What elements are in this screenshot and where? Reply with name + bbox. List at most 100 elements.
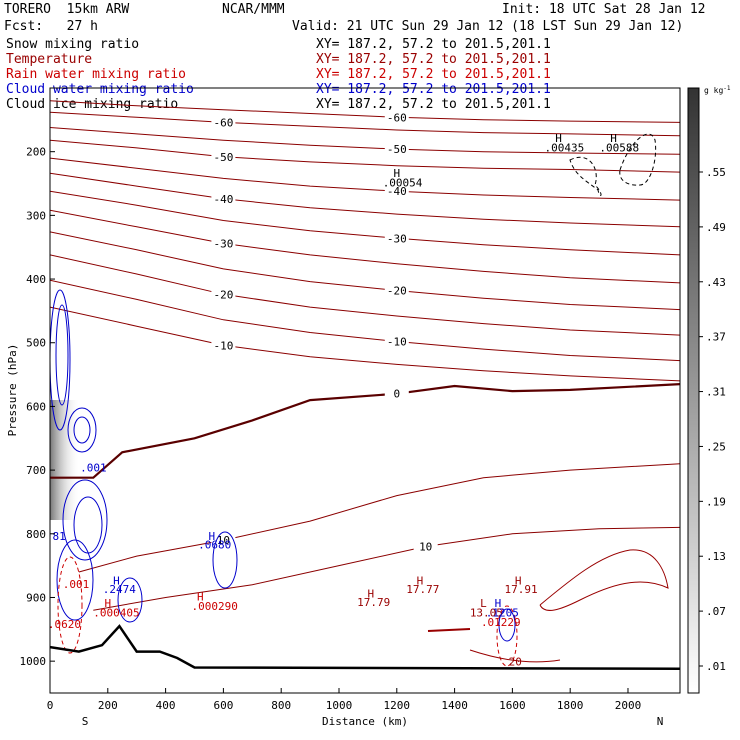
- x-tick-label: 0: [47, 699, 54, 712]
- temperature-contour: [78, 463, 680, 573]
- rain-contour: [496, 605, 518, 667]
- contour-annotation: .000290: [192, 600, 238, 613]
- x-end-right-label: N: [657, 715, 664, 728]
- contour-annotation: H: [113, 575, 120, 588]
- temperature-contour: [50, 127, 680, 155]
- contour-annotation: .1205: [486, 607, 519, 620]
- temperature-contour: [50, 111, 680, 137]
- field-rain-label: Rain water mixing ratio: [6, 67, 187, 82]
- xy-line-cloudice: XY= 187.2, 57.2 to 201.5,201.1: [316, 97, 551, 112]
- colorbar-tick-label: .31: [706, 386, 726, 399]
- warm-contour-low: [469, 649, 561, 663]
- colorbar-tick-label: .55: [706, 166, 726, 179]
- y-tick-label: 1000: [20, 655, 47, 668]
- temperature-contour-label: -40: [387, 185, 407, 198]
- colorbar-tick-label: .49: [706, 221, 726, 234]
- contour-annotation: H: [104, 597, 111, 610]
- contour-annotation: .00435: [545, 142, 585, 155]
- temperature-contour: [50, 279, 680, 362]
- contour-annotation: H: [393, 167, 400, 180]
- x-tick-label: 400: [156, 699, 176, 712]
- cloud-water-contour: [73, 496, 103, 554]
- rain-contour: [57, 556, 83, 654]
- header-model: TORERO 15km ARW: [4, 2, 130, 17]
- temperature-contour-label: -60: [213, 116, 233, 129]
- annotation-layer: H.00054H.00435H.00588H.0680.001H.2474.81…: [46, 132, 639, 668]
- temperature-contour: [50, 306, 680, 382]
- contour-annotation: .81: [46, 530, 66, 543]
- contour-label-bg: [384, 283, 409, 297]
- colorbar-unit: g kg-1: [704, 85, 731, 95]
- contour-annotation: 13.05: [470, 607, 503, 620]
- contour-annotation: H: [555, 132, 562, 145]
- x-tick-label: 1000: [326, 699, 353, 712]
- temperature-contour-label: -20: [213, 288, 233, 301]
- cloud-ice-contour: [569, 157, 602, 196]
- contour-annotation: H: [209, 530, 216, 543]
- y-axis-label: Pressure (hPa): [6, 344, 19, 437]
- contour-label-bg: [211, 338, 236, 352]
- field-temperature-label: Temperature: [6, 52, 93, 67]
- cloud-water-contour: [212, 531, 238, 589]
- temperature-contour: [50, 190, 680, 256]
- contour-annotation: .000405: [93, 607, 139, 620]
- contour-annotation: 17.77: [406, 583, 439, 596]
- contour-label-bg: [384, 142, 409, 156]
- cloud-water-contour: [498, 608, 516, 642]
- temperature-contour-label: -50: [387, 143, 407, 156]
- colorbar: [687, 87, 700, 694]
- cloud-water-contour: [67, 407, 97, 453]
- x-tick-label: 1800: [557, 699, 584, 712]
- y-tick-label: 700: [26, 464, 46, 477]
- y-tick-label: 400: [26, 273, 46, 286]
- contour-annotation: H: [417, 575, 424, 588]
- header-fcst: Fcst: 27 h: [4, 19, 98, 34]
- field-snow-label: Snow mixing ratio: [6, 37, 140, 52]
- contour-annotation: H: [610, 132, 617, 145]
- temperature-contour-label: -30: [213, 237, 233, 250]
- temperature-contour: [50, 209, 680, 284]
- temperature-contour: [50, 383, 680, 479]
- field-cloudwater-label: Cloud water mixing ratio: [6, 82, 194, 97]
- cloud-water-contour: [55, 304, 69, 406]
- colorbar-tick-label: .43: [706, 276, 726, 289]
- x-tick-label: 600: [213, 699, 233, 712]
- contour-label-bg: [211, 191, 236, 205]
- colorbar-tick-label: .13: [706, 550, 726, 563]
- temperature-contour: [50, 139, 680, 173]
- y-axis-ticks: 200 300 400 500 600 700 800 900 1000: [20, 146, 55, 668]
- x-tick-label: 200: [98, 699, 118, 712]
- xy-line-temperature: XY= 187.2, 57.2 to 201.5,201.1: [316, 52, 551, 67]
- cloud-water-contour: [117, 577, 143, 623]
- x-end-left-label: S: [82, 715, 89, 728]
- contour-label-bg: [211, 115, 236, 129]
- warm-contour-segment: [427, 628, 471, 632]
- colorbar-tick-label: .25: [706, 440, 726, 453]
- temperature-contour-label: -10: [213, 339, 233, 352]
- temperature-contour-label: -60: [387, 111, 407, 124]
- x-tick-label: 2000: [615, 699, 642, 712]
- colorbar-tick-label: .07: [706, 605, 726, 618]
- field-cloudice-label: Cloud ice mixing ratio: [6, 97, 179, 112]
- temperature-contour-label: -50: [213, 151, 233, 164]
- header-valid: Valid: 21 UTC Sun 29 Jan 12 (18 LST Sun …: [292, 19, 684, 34]
- contour-annotation: .001: [80, 461, 107, 474]
- mixing-ratio-contours: [50, 133, 669, 667]
- xy-line-rain: XY= 187.2, 57.2 to 201.5,201.1: [316, 67, 551, 82]
- contour-label-bg: [384, 184, 409, 198]
- temperature-contour-label: 10: [419, 541, 432, 554]
- contour-label-bg: [413, 539, 438, 553]
- temperature-contour-label: 0: [393, 388, 400, 401]
- temperature-contour-label: -10: [387, 335, 407, 348]
- contour-annotation: .01229: [481, 616, 521, 629]
- temperature-contour: [50, 254, 680, 336]
- contour-label-bg: [384, 231, 409, 245]
- contour-annotation: 17.91: [504, 583, 537, 596]
- colorbar-tick-label: .37: [706, 331, 726, 344]
- temperature-contour: [50, 231, 680, 311]
- cloud-water-contour: [56, 539, 94, 621]
- x-tick-label: 800: [271, 699, 291, 712]
- header-init: Init: 18 UTC Sat 28 Jan 12: [502, 2, 706, 17]
- plot-frame: [49, 87, 681, 694]
- contour-annotation: H: [367, 587, 374, 600]
